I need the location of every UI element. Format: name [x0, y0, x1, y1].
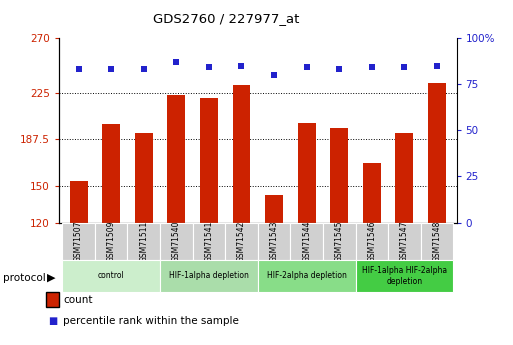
Text: GSM71543: GSM71543 [269, 221, 279, 262]
Bar [356, 260, 453, 292]
Text: HIF-2alpha depletion: HIF-2alpha depletion [267, 272, 347, 280]
Bar [421, 223, 453, 260]
Text: GSM71509: GSM71509 [107, 221, 115, 262]
Bar [396, 133, 413, 223]
Bar [356, 223, 388, 260]
Bar [290, 223, 323, 260]
Text: GSM71547: GSM71547 [400, 221, 409, 262]
Bar [225, 223, 258, 260]
Text: GSM71507: GSM71507 [74, 221, 83, 262]
Text: GSM71544: GSM71544 [302, 221, 311, 262]
Bar [258, 223, 290, 260]
Bar [323, 223, 356, 260]
Text: protocol: protocol [3, 273, 45, 283]
Bar [428, 83, 446, 223]
Bar [160, 260, 258, 292]
Text: percentile rank within the sample: percentile rank within the sample [63, 316, 239, 326]
Bar [330, 128, 348, 223]
Text: ▶: ▶ [47, 273, 55, 283]
Bar [200, 98, 218, 223]
Bar [62, 260, 160, 292]
Text: count: count [63, 295, 93, 305]
Bar [127, 223, 160, 260]
Bar [135, 133, 153, 223]
Bar [232, 85, 250, 223]
Text: GSM71541: GSM71541 [204, 221, 213, 262]
Text: GSM71548: GSM71548 [432, 221, 442, 262]
Bar [95, 223, 127, 260]
Bar [388, 223, 421, 260]
Text: GSM71542: GSM71542 [237, 221, 246, 262]
Bar [70, 181, 88, 223]
Bar [160, 223, 192, 260]
Text: ■: ■ [48, 316, 57, 326]
Bar [298, 123, 315, 223]
Bar [192, 223, 225, 260]
Text: GSM71540: GSM71540 [172, 221, 181, 262]
Text: GSM71511: GSM71511 [139, 221, 148, 262]
Bar [102, 124, 120, 223]
Text: HIF-1alpha depletion: HIF-1alpha depletion [169, 272, 249, 280]
Bar [62, 223, 95, 260]
Bar [363, 164, 381, 223]
Text: HIF-1alpha HIF-2alpha
depletion: HIF-1alpha HIF-2alpha depletion [362, 266, 447, 286]
Bar [265, 196, 283, 223]
Text: GSM71546: GSM71546 [367, 221, 377, 262]
Text: GDS2760 / 227977_at: GDS2760 / 227977_at [152, 12, 299, 25]
Text: control: control [98, 272, 125, 280]
Text: GSM71545: GSM71545 [335, 221, 344, 262]
Bar [258, 260, 356, 292]
Bar [167, 95, 185, 223]
